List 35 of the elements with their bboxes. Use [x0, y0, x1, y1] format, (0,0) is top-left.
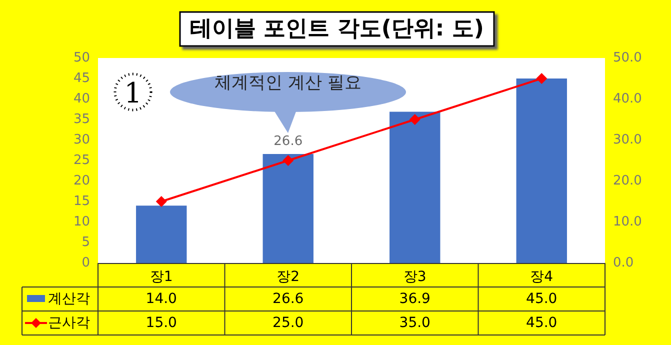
x-tick-label: 장3	[403, 269, 426, 285]
y-tick-label: 0	[82, 256, 90, 270]
y-tick-label: 45	[73, 71, 90, 86]
annotation: 체계적인 계산 필요	[169, 71, 407, 113]
data-label: 26.6	[272, 291, 304, 307]
annotation: 26.6	[274, 134, 303, 149]
y-tick-label: 30	[73, 132, 90, 148]
x-tick-label: 장2	[276, 269, 300, 285]
data-label: 36.9	[399, 291, 430, 307]
y2-tick-label: 0.0	[613, 256, 634, 270]
y-tick-label: 40	[73, 92, 90, 106]
data-label: 25.0	[272, 315, 304, 331]
y-tick-label: 25	[73, 153, 90, 168]
y2-tick-label: 20.0	[613, 174, 642, 188]
legend-label: 근사각	[48, 315, 90, 331]
y-tick-label: 5	[82, 235, 90, 250]
y2-tick-label: 50.0	[613, 50, 642, 66]
x-tick-label: 장1	[150, 269, 173, 285]
data-label: 45.0	[526, 291, 558, 307]
data-label: 14.0	[146, 291, 177, 307]
y-tick-label: 35	[73, 112, 90, 127]
y2-tick-label: 10.0	[613, 214, 642, 230]
y2-tick-label: 30.0	[613, 132, 642, 148]
legend-label: 계산각	[48, 291, 90, 307]
data-label: 15.0	[146, 315, 177, 331]
y-tick-label: 10	[73, 214, 90, 230]
data-label: 35.0	[399, 315, 430, 331]
chart-title: 테이블 포인트 각도(단위: 도)	[190, 16, 484, 42]
y-tick-label: 50	[73, 50, 90, 66]
annotation: 1	[124, 76, 142, 110]
y2-tick-label: 40.0	[613, 92, 642, 106]
data-label: 45.0	[526, 315, 558, 331]
x-tick-label: 장4	[530, 269, 554, 285]
y-tick-label: 20	[73, 174, 90, 188]
y-tick-label: 15	[73, 194, 90, 209]
